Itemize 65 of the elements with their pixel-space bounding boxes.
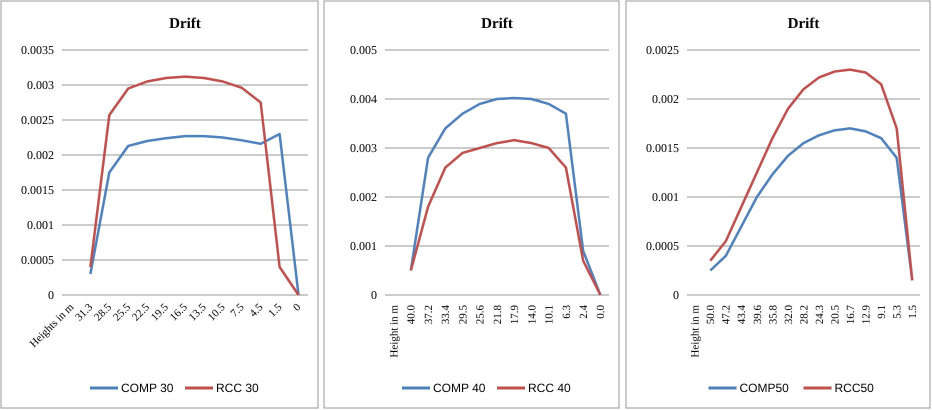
x-tick-label: 40.0: [406, 304, 418, 324]
y-tick-label: 0.004: [350, 92, 377, 106]
x-tick-label: 21.8: [492, 304, 504, 324]
line-series: [89, 75, 300, 296]
legend-label: RCC 40: [528, 381, 572, 396]
x-tick-label: 29.5: [457, 304, 470, 324]
y-tick-label: 0.005: [350, 43, 377, 58]
y-tick-label: 0.001: [27, 218, 54, 232]
legend-label: COMP 40: [433, 381, 486, 396]
x-tick-label: 32.0: [782, 304, 795, 324]
legend-label: RCC 30: [216, 381, 260, 396]
x-tick-label: 25.6: [474, 304, 487, 324]
y-tick-label: 0.0015: [21, 183, 54, 198]
x-tick-label: 1.5: [907, 304, 920, 319]
legend-label: COMP 30: [121, 381, 174, 396]
chart-title: Drift: [169, 16, 201, 32]
x-tick-label: 10.1: [544, 305, 556, 324]
x-tick-label: 12.9: [860, 304, 872, 324]
y-tick-label: 0: [673, 288, 679, 302]
x-tick-label: 50.0: [705, 304, 718, 324]
y-tick-label: 0.002: [27, 148, 54, 162]
legend-label: RCC50: [834, 381, 874, 396]
x-tick-label: 39.6: [752, 304, 764, 324]
x-tick-label: Height in m: [690, 304, 702, 358]
y-tick-label: 0.0005: [646, 239, 679, 254]
x-tick-label: 20.5: [829, 304, 842, 324]
y-tick-label: 0: [48, 288, 54, 302]
x-tick-label: 17.9: [509, 304, 522, 324]
x-tick-label: 0.0: [595, 304, 608, 319]
x-tick-label: 1.5: [266, 301, 285, 320]
y-tick-label: 0: [371, 288, 377, 302]
x-tick-label: 47.2: [720, 305, 733, 324]
x-tick-label: 14.0: [526, 304, 538, 324]
y-tick-label: 0.0035: [21, 43, 54, 58]
x-tick-label: 7.5: [228, 301, 247, 320]
x-tick-label: 0: [291, 301, 304, 314]
y-tick-label: 0.003: [27, 78, 54, 92]
x-tick-label: 43.4: [736, 304, 748, 324]
x-tick-label: 35.8: [767, 304, 780, 324]
y-tick-label: 0.001: [652, 190, 679, 204]
y-tick-label: 0.0025: [21, 113, 54, 128]
legend-label: COMP50: [740, 381, 790, 396]
x-tick-label: 6.3: [560, 304, 573, 319]
x-tick-label: 9.1: [876, 305, 888, 319]
x-tick-label: 24.3: [814, 304, 826, 324]
chart-title: Drift: [481, 16, 513, 32]
y-tick-label: 0.0025: [646, 43, 679, 58]
x-tick-label: 2.4: [578, 304, 590, 319]
x-tick-label: Height in m: [388, 304, 400, 358]
y-tick-label: 0.0005: [21, 253, 54, 268]
x-tick-label: 37.2: [422, 305, 435, 324]
line-series: [709, 68, 914, 282]
x-tick-label: 28.2: [798, 305, 810, 324]
x-tick-label: 33.4: [440, 304, 452, 324]
x-tick-label: 16.7: [844, 304, 857, 324]
y-tick-label: 0.002: [652, 92, 679, 106]
y-tick-label: 0.001: [350, 239, 377, 254]
x-tick-label: 4.5: [247, 301, 266, 320]
line-series: [89, 132, 300, 296]
y-tick-label: 0.002: [350, 190, 377, 204]
line-series: [410, 138, 602, 296]
chart-title: Drift: [788, 16, 820, 32]
x-tick-label: 5.3: [892, 304, 904, 319]
y-tick-label: 0.0015: [646, 141, 679, 156]
y-tick-label: 0.003: [350, 141, 377, 156]
